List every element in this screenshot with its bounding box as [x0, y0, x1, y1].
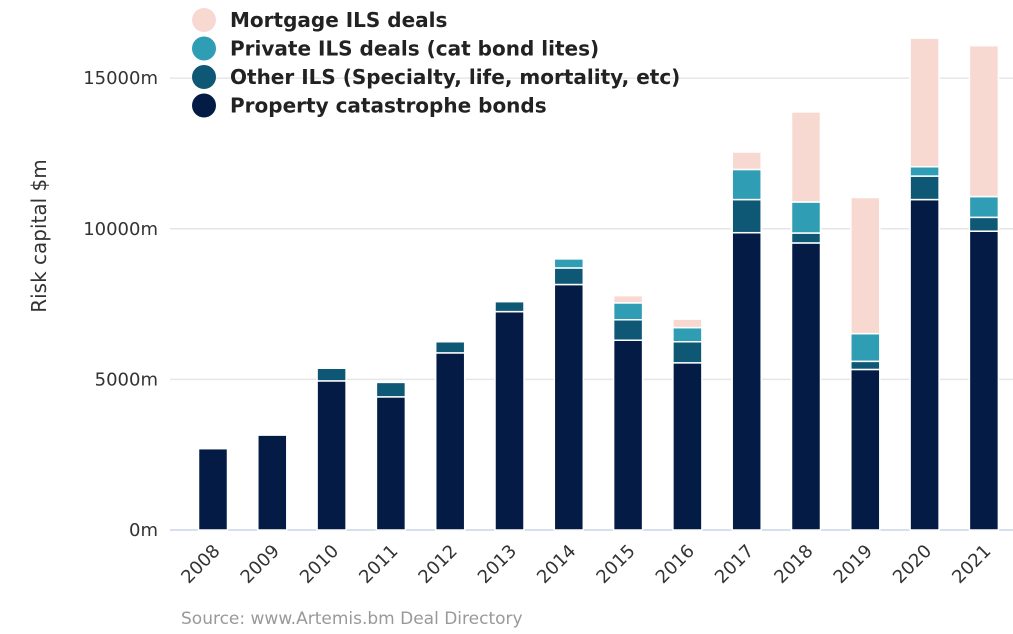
- bar-segment[interactable]: [375, 381, 407, 398]
- bar-segment[interactable]: [790, 201, 822, 234]
- y-tick-label: 0m: [129, 520, 158, 541]
- bar-segment[interactable]: [790, 111, 822, 203]
- x-tick-label: 2017: [711, 541, 758, 588]
- x-tick-label: 2021: [948, 541, 995, 588]
- bar-segment[interactable]: [850, 368, 881, 531]
- bar-segment[interactable]: [731, 198, 762, 234]
- bar-segment[interactable]: [612, 294, 644, 304]
- bar-segment[interactable]: [553, 267, 585, 286]
- x-axis: 2008 2009 2010 2011 2012 2013 2014 2015 2016 2017…: [177, 541, 995, 588]
- bar-segment[interactable]: [968, 44, 1000, 198]
- legend-item[interactable]: Other ILS (Specialty, life, mortality, e…: [192, 65, 680, 89]
- legend-label: Property catastrophe bonds: [230, 94, 547, 118]
- legend-swatch: [192, 8, 216, 32]
- bar-segment[interactable]: [612, 319, 644, 341]
- gridlines: [170, 77, 1013, 531]
- legend: Mortgage ILS deals Private ILS deals (cat…: [192, 8, 680, 118]
- x-tick-label: 2016: [652, 541, 699, 588]
- x-tick-label: 2018: [770, 541, 817, 588]
- x-tick-label: 2012: [414, 541, 461, 588]
- bars: [197, 37, 1000, 531]
- legend-swatch: [192, 93, 216, 118]
- legend-item[interactable]: Mortgage ILS deals: [192, 8, 447, 32]
- x-tick-label: 2015: [592, 541, 639, 588]
- bar-segment[interactable]: [316, 380, 347, 531]
- x-tick-label: 2019: [830, 541, 877, 588]
- bar-segment[interactable]: [553, 283, 585, 531]
- bar-segment[interactable]: [316, 367, 347, 382]
- y-tick-label: 10000m: [83, 219, 158, 240]
- bar-segment[interactable]: [612, 339, 644, 531]
- bar-segment[interactable]: [672, 340, 703, 364]
- bar-segment[interactable]: [494, 310, 525, 531]
- x-tick-label: 2013: [474, 541, 521, 588]
- bar-segment[interactable]: [553, 258, 585, 269]
- bar-segment[interactable]: [672, 362, 703, 531]
- legend-item[interactable]: Private ILS deals (cat bond lites): [192, 36, 599, 61]
- x-tick-label: 2011: [355, 541, 402, 588]
- bar-segment[interactable]: [257, 434, 288, 531]
- y-tick-label: 15000m: [83, 68, 158, 89]
- source-credit[interactable]: Source: www.Artemis.bm Deal Directory: [181, 609, 523, 629]
- bar-segment[interactable]: [790, 232, 822, 244]
- bar-segment[interactable]: [968, 216, 1000, 232]
- bar-segment[interactable]: [375, 396, 407, 531]
- bar-segment[interactable]: [850, 360, 881, 371]
- legend-swatch: [192, 65, 216, 89]
- bar-segment[interactable]: [731, 168, 762, 201]
- y-axis: 0m 5000m 10000m 15000m: [83, 68, 158, 541]
- legend-item[interactable]: Property catastrophe bonds: [192, 93, 547, 118]
- bar-segment[interactable]: [968, 230, 1000, 531]
- bar-segment[interactable]: [494, 300, 525, 313]
- bar-segment[interactable]: [850, 332, 881, 363]
- x-tick-label: 2009: [237, 541, 284, 588]
- bar-segment[interactable]: [909, 198, 940, 531]
- y-tick-label: 5000m: [95, 369, 158, 390]
- legend-label: Mortgage ILS deals: [230, 8, 447, 32]
- bar-segment[interactable]: [672, 318, 703, 329]
- bar-segment[interactable]: [850, 196, 881, 335]
- x-tick-label: 2014: [533, 541, 580, 588]
- bar-segment[interactable]: [968, 195, 1000, 219]
- bar-segment[interactable]: [731, 151, 762, 171]
- x-tick-label: 2008: [177, 541, 224, 588]
- x-tick-label: 2010: [296, 541, 343, 588]
- bar-segment[interactable]: [197, 447, 229, 531]
- bar-segment[interactable]: [434, 340, 466, 354]
- bar-segment[interactable]: [612, 302, 644, 321]
- y-axis-title: Risk capital $m: [27, 159, 51, 313]
- bar-segment[interactable]: [672, 326, 703, 343]
- bar-segment[interactable]: [790, 242, 822, 531]
- x-tick-label: 2020: [889, 541, 936, 588]
- legend-label: Other ILS (Specialty, life, mortality, e…: [230, 65, 680, 89]
- legend-label: Private ILS deals (cat bond lites): [230, 37, 599, 61]
- bar-segment[interactable]: [731, 231, 762, 531]
- bar-segment[interactable]: [434, 352, 466, 531]
- bar-segment[interactable]: [909, 37, 940, 168]
- bar-segment[interactable]: [909, 165, 940, 177]
- bar-segment[interactable]: [909, 175, 940, 201]
- legend-swatch: [192, 36, 216, 61]
